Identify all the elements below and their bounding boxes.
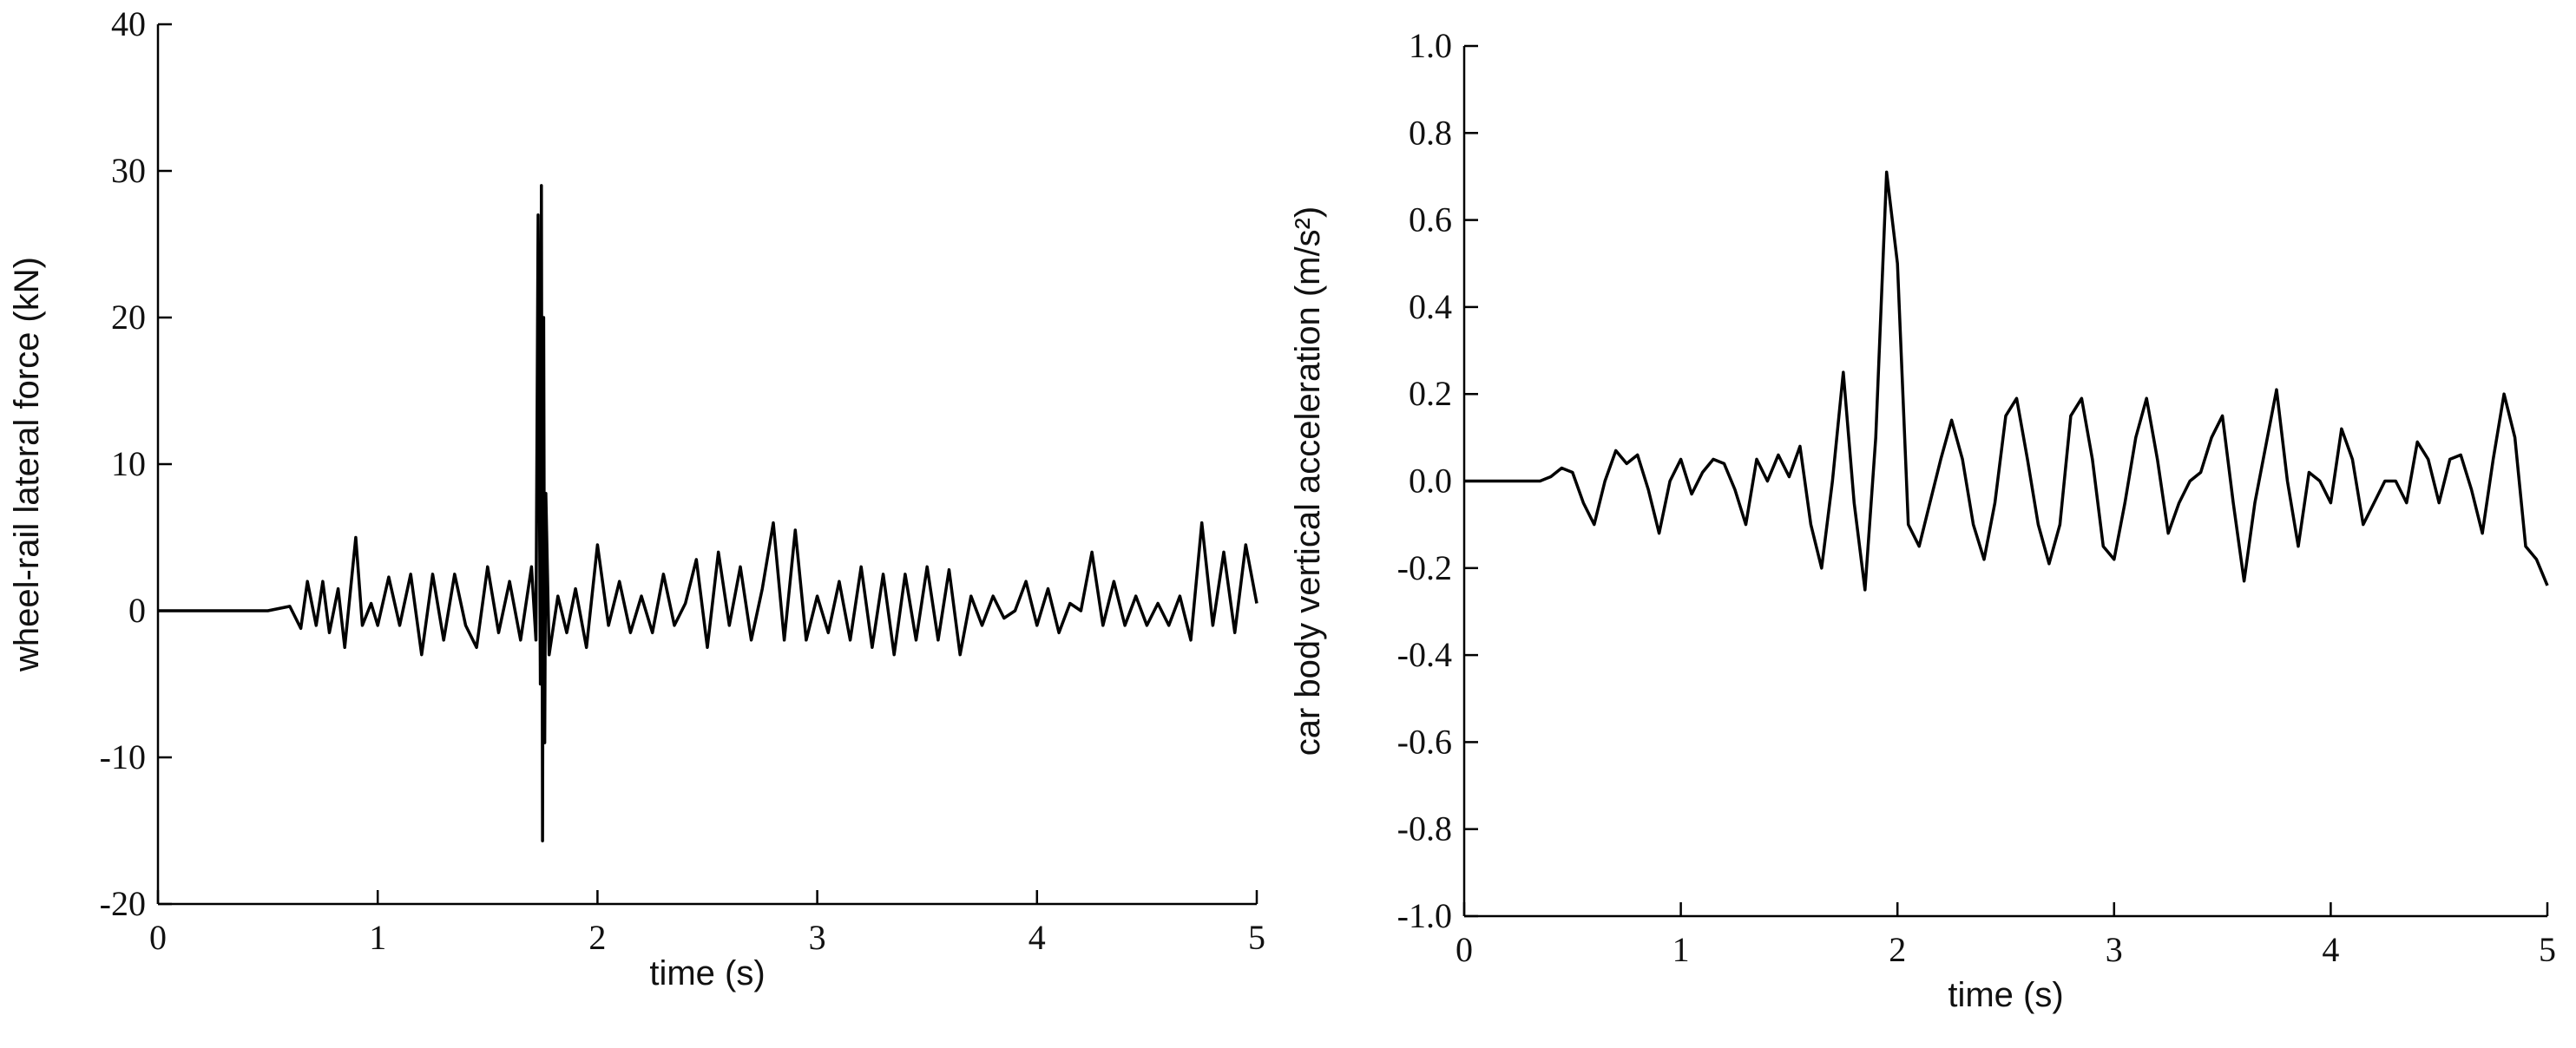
y-tick-label: -0.8 bbox=[1397, 809, 1452, 848]
x-tick-label: 0 bbox=[1456, 930, 1473, 969]
x-axis-title: time (s) bbox=[649, 954, 765, 992]
x-tick-label: 0 bbox=[149, 918, 167, 957]
y-tick-label: 0 bbox=[128, 591, 146, 630]
x-tick-label: 2 bbox=[1889, 930, 1906, 969]
y-tick-label: 30 bbox=[111, 151, 146, 190]
y-tick-label: -20 bbox=[100, 884, 146, 923]
x-tick-label: 4 bbox=[1028, 918, 1046, 957]
x-axis-title: time (s) bbox=[1948, 976, 2063, 1014]
x-tick-label: 2 bbox=[588, 918, 606, 957]
y-tick-label: 0.2 bbox=[1409, 374, 1452, 413]
y-tick-label: 1.0 bbox=[1409, 26, 1452, 65]
y-tick-label: 40 bbox=[111, 4, 146, 43]
y-tick-label: 10 bbox=[111, 444, 146, 483]
y-tick-label: 20 bbox=[111, 298, 146, 337]
y-axis-title: wheel-rail lateral force (kN) bbox=[8, 257, 46, 672]
x-tick-label: 5 bbox=[1248, 918, 1265, 957]
y-tick-label: 0.6 bbox=[1409, 200, 1452, 239]
y-tick-label: -0.6 bbox=[1397, 722, 1452, 761]
y-axis-title: car body vertical acceleration (m/s²) bbox=[1289, 206, 1327, 757]
y-tick-label: -10 bbox=[100, 737, 146, 776]
data-line bbox=[158, 184, 1258, 843]
data-line bbox=[1464, 170, 2549, 592]
x-tick-label: 1 bbox=[369, 918, 386, 957]
y-tick-label: -0.4 bbox=[1397, 635, 1452, 674]
x-tick-label: 5 bbox=[2539, 930, 2556, 969]
y-tick-label: 0.4 bbox=[1409, 287, 1452, 326]
y-tick-label: 0.8 bbox=[1409, 113, 1452, 152]
x-tick-label: 3 bbox=[809, 918, 826, 957]
x-tick-label: 3 bbox=[2106, 930, 2123, 969]
y-tick-label: -1.0 bbox=[1397, 896, 1452, 935]
x-tick-label: 4 bbox=[2322, 930, 2339, 969]
y-tick-label: 0.0 bbox=[1409, 462, 1452, 501]
y-tick-label: -0.2 bbox=[1397, 548, 1452, 587]
x-tick-label: 1 bbox=[1672, 930, 1690, 969]
